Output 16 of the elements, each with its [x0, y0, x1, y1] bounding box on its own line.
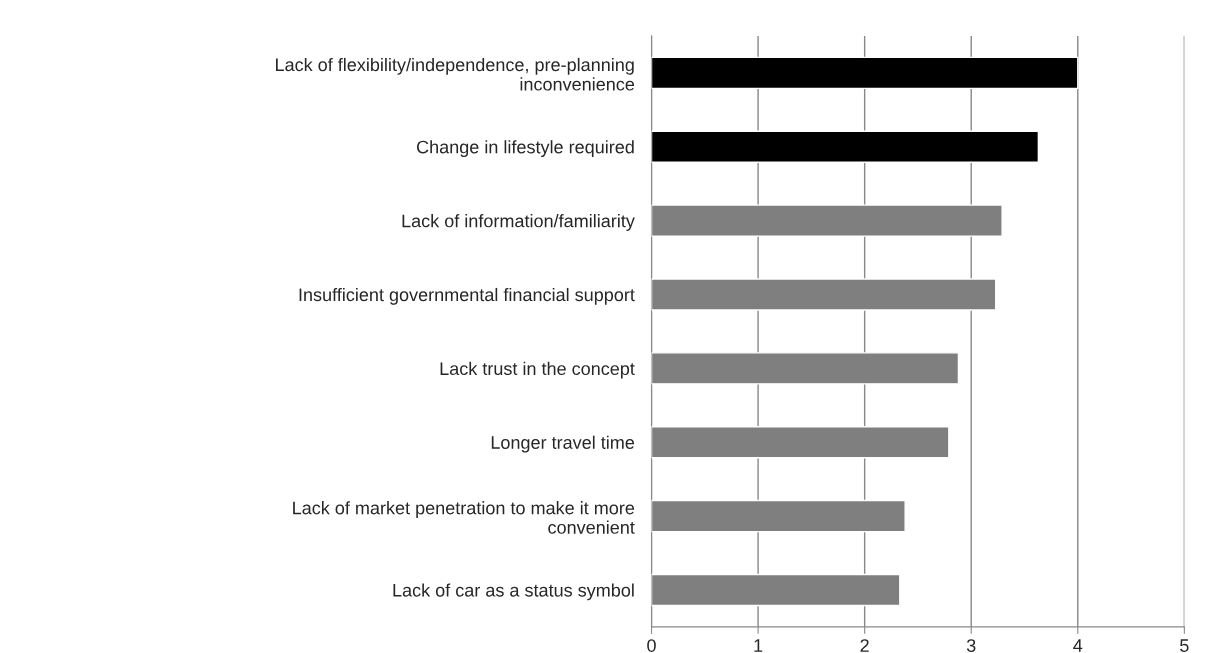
y-tick-label: Lack trust in the concept	[440, 361, 635, 379]
y-tick-label: Insufficient governmental financial support	[299, 287, 635, 305]
x-tick-label: 3	[966, 639, 976, 652]
bar	[651, 130, 1040, 163]
y-tick-label: Lack of information/familiarity	[402, 214, 635, 231]
y-tick-label: Lack of flexibility/independence, pre-planning inconvenience	[276, 57, 635, 91]
x-tick-label: 5	[1180, 639, 1189, 652]
x-tick-label: 4	[1073, 639, 1083, 652]
y-tick-label: Change in lifestyle required	[416, 140, 634, 158]
y-tick-label: Lack of car as a status symbol	[393, 583, 634, 601]
x-tick-label: 1	[754, 639, 763, 652]
y-tick-label: Lack of market penetration to make it more convenient	[293, 501, 635, 534]
x-tick-label: 0	[647, 639, 656, 652]
bar	[651, 56, 1079, 90]
y-tick-label: Longer travel time	[491, 435, 635, 453]
x-tick-label: 2	[860, 639, 869, 652]
